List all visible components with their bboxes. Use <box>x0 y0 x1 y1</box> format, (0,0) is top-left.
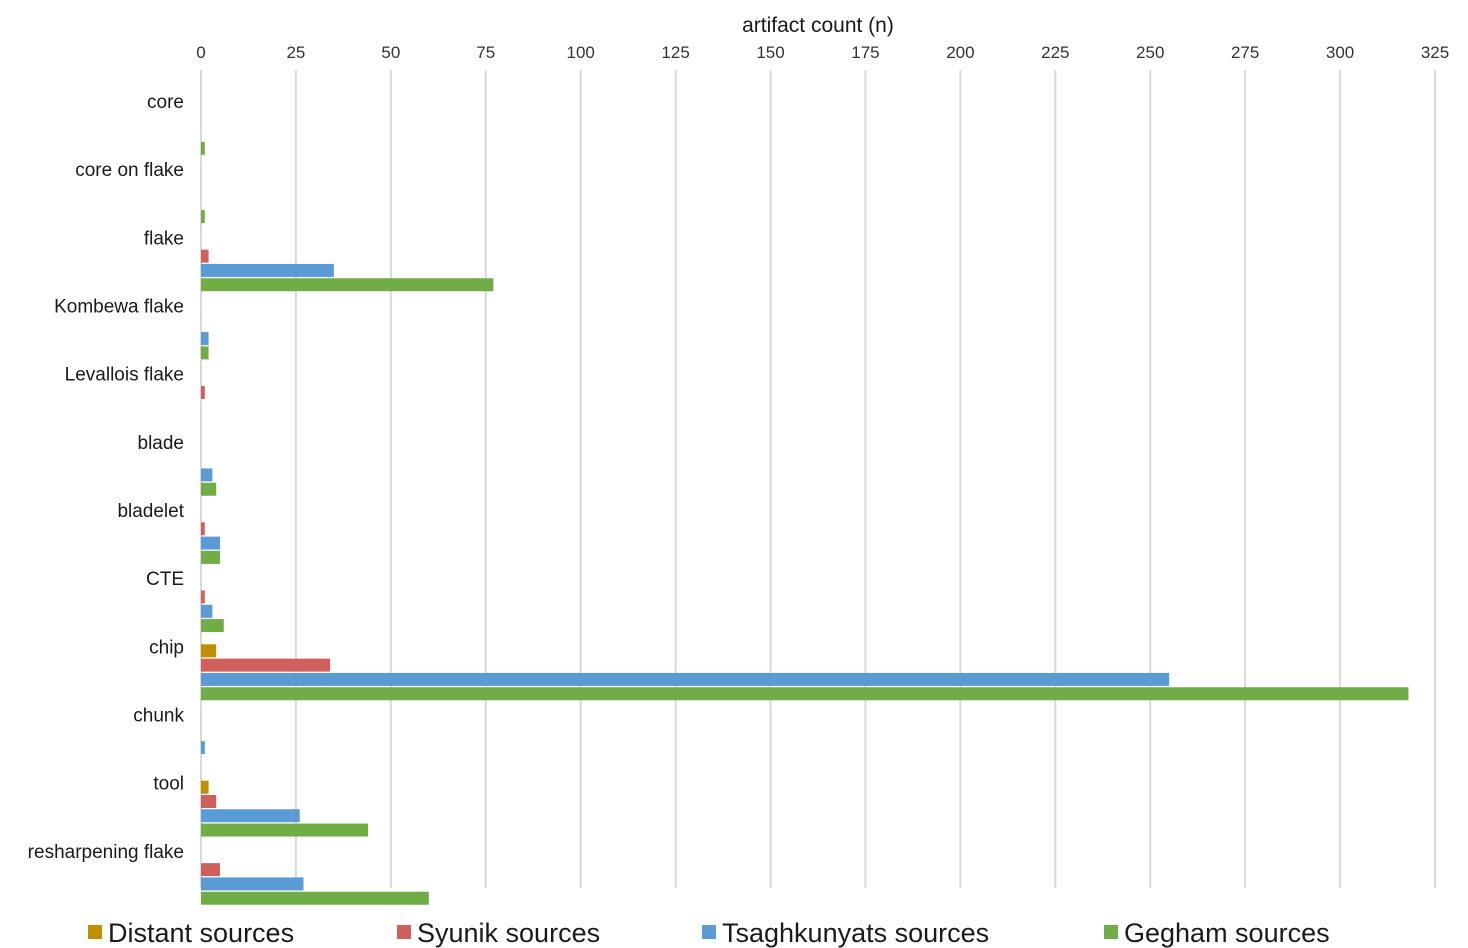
x-tick-label: 150 <box>756 43 784 62</box>
bar-gegham-sources <box>201 891 429 905</box>
category-label: tool <box>153 774 184 795</box>
bar-gegham-sources <box>201 210 205 224</box>
category-label: flake <box>144 228 184 249</box>
category-label: chunk <box>133 706 184 727</box>
bar-distant-sources <box>201 644 217 658</box>
legend-label: Distant sources <box>108 918 294 948</box>
bar-distant-sources <box>201 780 209 794</box>
bar-gegham-sources <box>201 346 209 360</box>
bar-tsaghkunyats-sources <box>201 468 213 482</box>
bar-tsaghkunyats-sources <box>201 263 334 277</box>
x-axis-ticks: 0 25 50 75 100 125 150 175 200 225 250 275 300 325 <box>196 43 1449 62</box>
bar-tsaghkunyats-sources <box>201 809 300 823</box>
bar-tsaghkunyats-sources <box>201 672 1170 686</box>
x-tick-label: 25 <box>286 43 305 62</box>
x-tick-label: 325 <box>1421 43 1449 62</box>
category-labels: core core on flake flake Kombewa flake Leval… <box>28 92 185 863</box>
x-tick-label: 75 <box>476 43 495 62</box>
legend-swatch-syunik-sources <box>397 925 411 939</box>
category-label: blade <box>138 433 185 454</box>
category-label: core on flake <box>75 160 184 181</box>
bar-tsaghkunyats-sources <box>201 604 213 618</box>
gridlines <box>200 70 1436 888</box>
bar-syunik-sources <box>201 863 220 877</box>
x-tick-label: 125 <box>661 43 689 62</box>
bar-tsaghkunyats-sources <box>201 741 205 755</box>
bar-tsaghkunyats-sources <box>201 536 220 550</box>
category-label: Levallois flake <box>65 365 184 386</box>
category-label: CTE <box>146 569 184 590</box>
category-label: Kombewa flake <box>54 297 184 318</box>
bar-syunik-sources <box>201 385 205 399</box>
bar-syunik-sources <box>201 794 217 808</box>
x-tick-label: 175 <box>851 43 879 62</box>
category-label: resharpening flake <box>28 842 184 863</box>
bar-syunik-sources <box>201 658 331 672</box>
legend-label: Gegham sources <box>1124 918 1330 948</box>
bar-gegham-sources <box>201 141 205 155</box>
bar-gegham-sources <box>201 823 369 837</box>
category-label: core <box>147 92 184 113</box>
x-tick-label: 225 <box>1041 43 1069 62</box>
bar-syunik-sources <box>201 590 205 604</box>
x-tick-label: 300 <box>1326 43 1354 62</box>
x-tick-label: 0 <box>196 43 205 62</box>
x-tick-label: 100 <box>567 43 595 62</box>
x-tick-label: 200 <box>946 43 974 62</box>
legend: Distant sources Syunik sources Tsaghkunyat… <box>88 918 1330 948</box>
bar-gegham-sources <box>201 482 217 496</box>
legend-swatch-tsaghkunyats-sources <box>702 925 716 939</box>
category-label: bladelet <box>117 501 184 522</box>
x-axis-title: artifact count (n) <box>742 14 894 37</box>
x-tick-label: 275 <box>1231 43 1259 62</box>
legend-swatch-gegham-sources <box>1104 925 1118 939</box>
bars <box>201 141 1409 905</box>
bar-gegham-sources <box>201 278 494 292</box>
bar-tsaghkunyats-sources <box>201 877 304 891</box>
bar-syunik-sources <box>201 522 205 536</box>
x-tick-label: 250 <box>1136 43 1164 62</box>
bar-gegham-sources <box>201 550 220 564</box>
category-label: chip <box>149 637 184 658</box>
bar-gegham-sources <box>201 619 224 633</box>
bar-syunik-sources <box>201 249 209 263</box>
x-tick-label: 50 <box>381 43 400 62</box>
bar-tsaghkunyats-sources <box>201 332 209 346</box>
legend-label: Syunik sources <box>417 918 600 948</box>
bar-gegham-sources <box>201 687 1409 701</box>
legend-label: Tsaghkunyats sources <box>722 918 989 948</box>
legend-swatch-distant-sources <box>88 925 102 939</box>
